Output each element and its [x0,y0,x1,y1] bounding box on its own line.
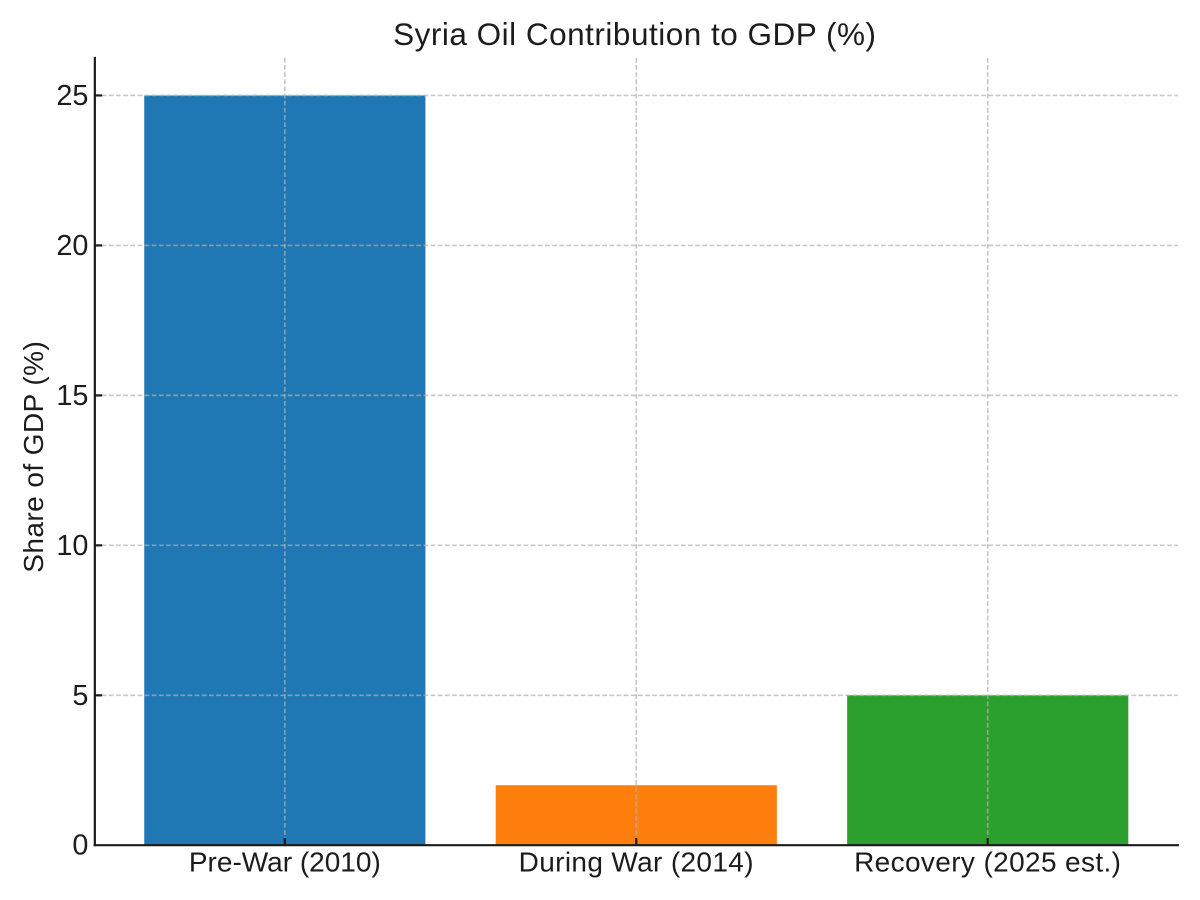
svg-text:20: 20 [56,230,88,262]
svg-text:During War (2014): During War (2014) [519,847,754,878]
svg-text:Syria Oil Contribution to GDP: Syria Oil Contribution to GDP (%) [393,16,876,52]
svg-text:0: 0 [72,830,88,862]
svg-text:15: 15 [56,380,88,412]
svg-text:Recovery (2025 est.): Recovery (2025 est.) [854,847,1121,878]
svg-text:Share of GDP (%): Share of GDP (%) [18,341,49,573]
svg-text:Pre-War (2010): Pre-War (2010) [189,847,381,878]
svg-text:25: 25 [56,80,88,112]
svg-text:10: 10 [56,530,88,562]
svg-text:5: 5 [72,680,88,712]
